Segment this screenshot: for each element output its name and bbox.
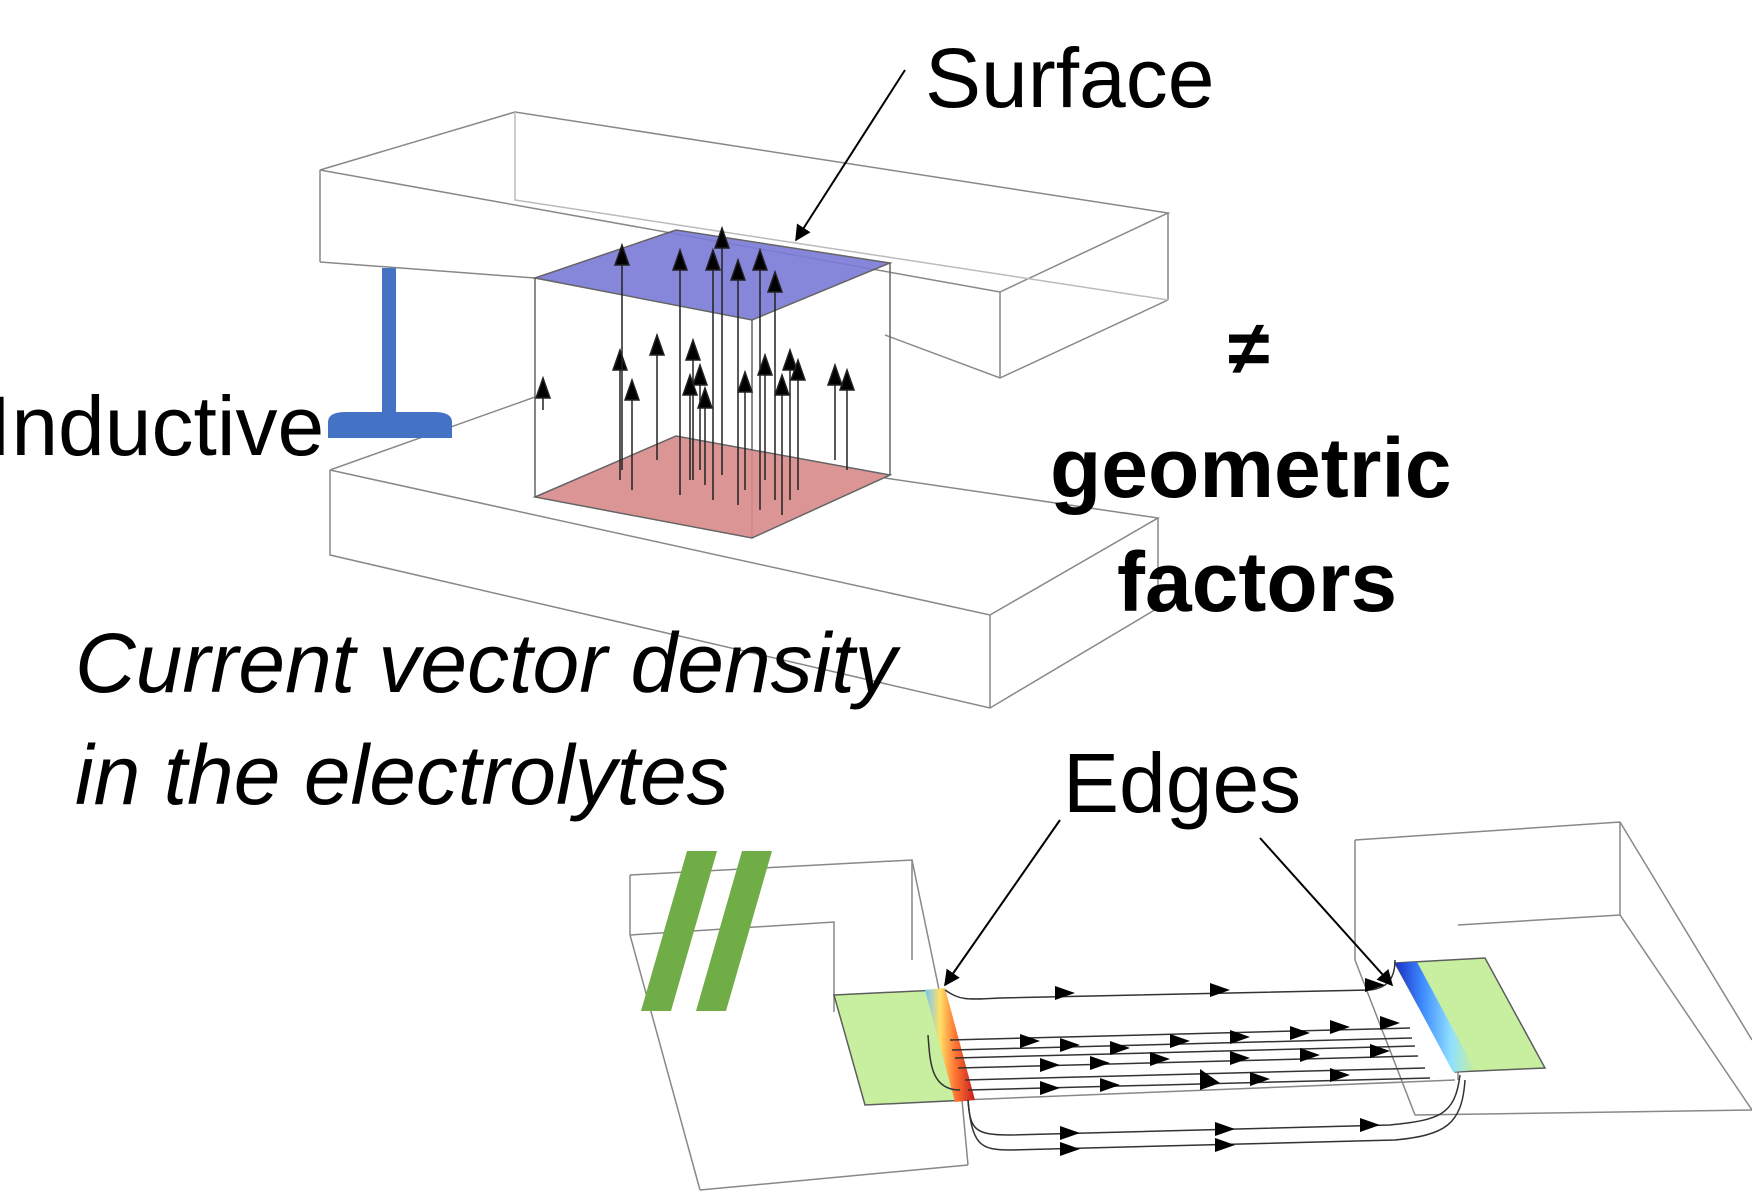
parallel-cell xyxy=(629,821,1752,1191)
vertical-current-vectors xyxy=(534,225,856,515)
edges-label: Edges xyxy=(1063,736,1302,830)
right-edge-hotspot xyxy=(1395,962,1475,1072)
caption-line-2: in the electrolytes xyxy=(75,728,729,822)
surface-label: Surface xyxy=(925,31,1215,125)
right-electrolyte-block xyxy=(1354,821,1752,1116)
left-edge-hotspot xyxy=(925,988,975,1102)
horizontal-current-arrows xyxy=(1020,978,1400,1156)
factors-label: factors xyxy=(1117,535,1398,629)
edges-pointer-arrow-left xyxy=(944,819,1061,987)
parallel-icon xyxy=(641,851,772,1011)
caption-line-1: Current vector density xyxy=(75,616,897,710)
horizontal-current-streamlines xyxy=(927,959,1466,1151)
perpendicular-cell xyxy=(319,111,1171,709)
geometric-label: geometric xyxy=(1050,421,1452,515)
edges-pointer-arrow-right xyxy=(1259,837,1394,987)
perpendicular-icon xyxy=(328,268,452,438)
surface-pointer-arrow xyxy=(795,69,906,242)
inductive-label: Inductive xyxy=(0,379,325,473)
left-electrolyte-block xyxy=(629,859,969,1191)
channel xyxy=(961,1045,1459,1101)
not-equal-symbol: ≠ xyxy=(1228,306,1270,391)
